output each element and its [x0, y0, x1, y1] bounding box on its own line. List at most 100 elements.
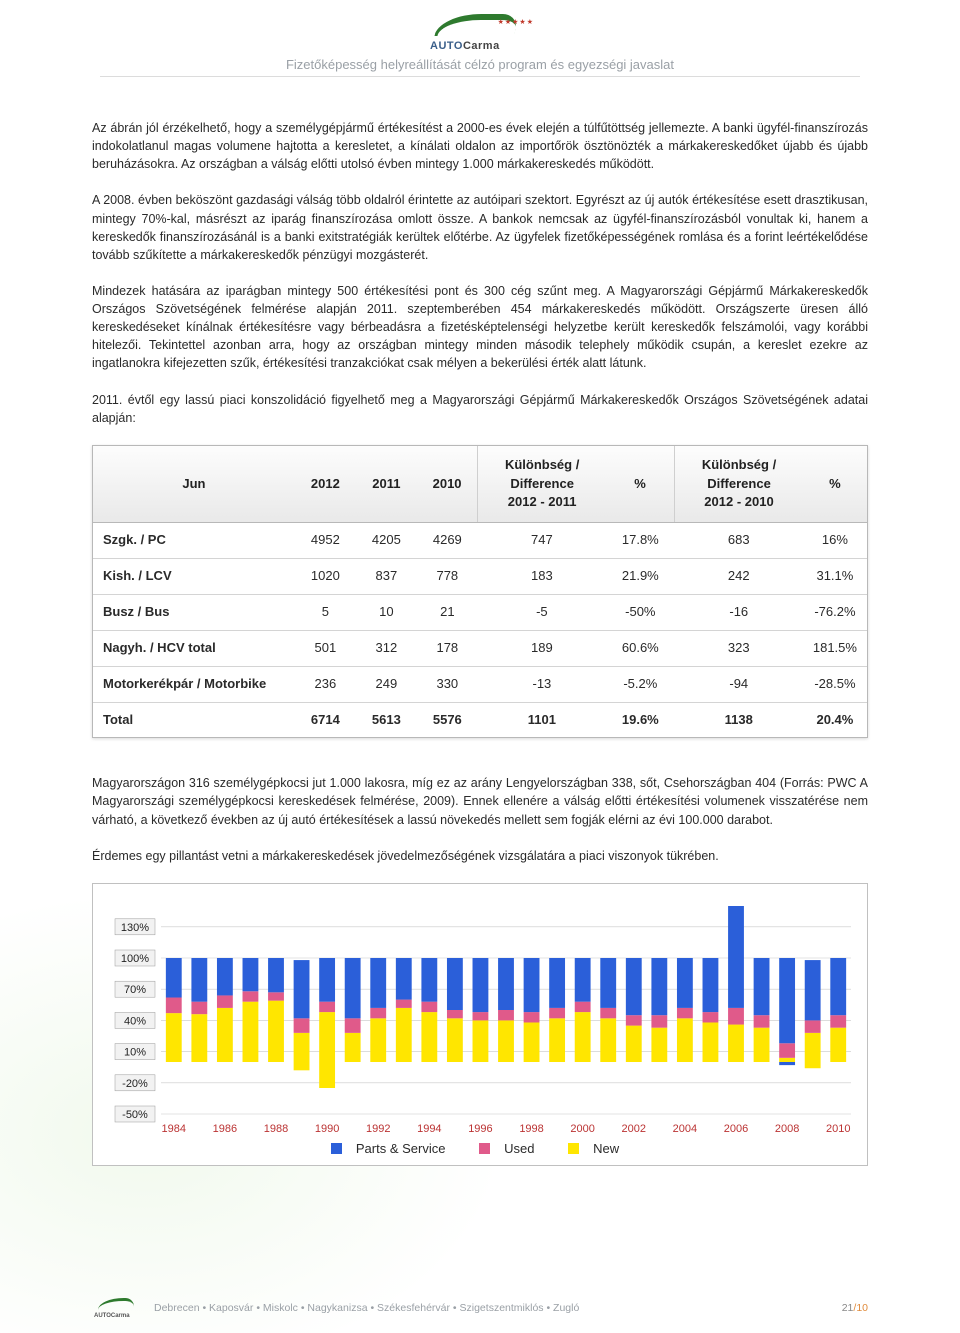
- table-header-cell: Jun: [93, 446, 295, 523]
- table-row: Total671456135576110119.6%113820.4%: [93, 702, 867, 737]
- svg-text:-20%: -20%: [122, 1078, 148, 1090]
- stacked-bar-svg: -50% -20% 10% 40% 70% 100% 130% 1984 1986 1988 199…: [101, 898, 861, 1138]
- table-cell: Szgk. / PC: [93, 523, 295, 559]
- table-cell: Nagyh. / HCV total: [93, 630, 295, 666]
- logo-stars-icon: ★★★★★: [498, 18, 534, 26]
- svg-text:2010: 2010: [826, 1123, 850, 1135]
- table-cell: 178: [417, 630, 478, 666]
- table-cell: -5.2%: [606, 666, 675, 702]
- table-cell: 5613: [356, 702, 417, 737]
- svg-text:100%: 100%: [121, 953, 149, 965]
- table-cell: 189: [478, 630, 606, 666]
- svg-text:1996: 1996: [468, 1123, 492, 1135]
- profitability-chart: -50% -20% 10% 40% 70% 100% 130% 1984 1986 1988 199…: [92, 883, 868, 1166]
- table-cell: 6714: [295, 702, 356, 737]
- table-cell: 4952: [295, 523, 356, 559]
- table-cell: -28.5%: [803, 666, 867, 702]
- svg-text:70%: 70%: [124, 984, 146, 996]
- difference-table: Jun201220112010Különbség / Difference201…: [92, 445, 868, 739]
- table-header-cell: %: [803, 446, 867, 523]
- table-cell: Total: [93, 702, 295, 737]
- chart-legend: Parts & Service Used New: [101, 1138, 859, 1159]
- main-content: Az ábrán jól érzékelhető, hogy a személy…: [92, 83, 868, 1166]
- logo: ★★★★★ AUTOCarma: [420, 12, 540, 52]
- table-cell: 249: [356, 666, 417, 702]
- table-cell: 31.1%: [803, 559, 867, 595]
- page-footer: AUTOCarma Debrecen • Kaposvár • Miskolc …: [92, 1297, 868, 1319]
- table-row: Szgk. / PC49524205426974717.8%68316%: [93, 523, 867, 559]
- table-cell: -50%: [606, 594, 675, 630]
- header-subtitle: Fizetőképesség helyreállítását célzó pro…: [100, 57, 860, 77]
- svg-text:1994: 1994: [417, 1123, 441, 1135]
- paragraph-4: 2011. évtől egy lassú piaci konszolidáci…: [92, 391, 868, 427]
- paragraph-3: Mindezek hatására az iparágban mintegy 5…: [92, 282, 868, 373]
- table-cell: -5: [478, 594, 606, 630]
- table-header-cell: 2011: [356, 446, 417, 523]
- table-header-cell: Különbség / Difference2012 - 2011: [478, 446, 606, 523]
- table-cell: 17.8%: [606, 523, 675, 559]
- table-cell: 4269: [417, 523, 478, 559]
- table-cell: 21.9%: [606, 559, 675, 595]
- paragraph-6: Érdemes egy pillantást vetni a márkakere…: [92, 847, 868, 865]
- logo-text-auto: AUTO: [430, 40, 463, 52]
- svg-text:40%: 40%: [124, 1015, 146, 1027]
- svg-text:2004: 2004: [673, 1123, 697, 1135]
- legend-new: New: [593, 1141, 619, 1156]
- table-cell: Busz / Bus: [93, 594, 295, 630]
- paragraph-1: Az ábrán jól érzékelhető, hogy a személy…: [92, 119, 868, 173]
- table-cell: 837: [356, 559, 417, 595]
- table-cell: 1101: [478, 702, 606, 737]
- table-cell: 60.6%: [606, 630, 675, 666]
- table-cell: 4205: [356, 523, 417, 559]
- table-cell: 778: [417, 559, 478, 595]
- table-cell: 181.5%: [803, 630, 867, 666]
- table-cell: 1138: [675, 702, 803, 737]
- svg-text:2006: 2006: [724, 1123, 748, 1135]
- table-cell: Motorkerékpár / Motorbike: [93, 666, 295, 702]
- svg-text:1986: 1986: [213, 1123, 237, 1135]
- table-cell: 20.4%: [803, 702, 867, 737]
- table-cell: 747: [478, 523, 606, 559]
- table-cell: 16%: [803, 523, 867, 559]
- table-header-cell: 2012: [295, 446, 356, 523]
- legend-used: Used: [504, 1141, 534, 1156]
- table-cell: -13: [478, 666, 606, 702]
- table-cell: 1020: [295, 559, 356, 595]
- table-cell: -16: [675, 594, 803, 630]
- svg-text:2002: 2002: [622, 1123, 646, 1135]
- table-row: Nagyh. / HCV total50131217818960.6%32318…: [93, 630, 867, 666]
- table-cell: 10: [356, 594, 417, 630]
- table-cell: 683: [675, 523, 803, 559]
- footer-cities: Debrecen • Kaposvár • Miskolc • Nagykani…: [154, 1302, 842, 1314]
- svg-text:1984: 1984: [162, 1123, 186, 1135]
- table-cell: 330: [417, 666, 478, 702]
- table-header-cell: 2010: [417, 446, 478, 523]
- paragraph-5: Magyarországon 316 személygépkocsi jut 1…: [92, 774, 868, 828]
- svg-text:1990: 1990: [315, 1123, 339, 1135]
- table-cell: 183: [478, 559, 606, 595]
- table-cell: 312: [356, 630, 417, 666]
- table-cell: 19.6%: [606, 702, 675, 737]
- footer-logo: AUTOCarma: [92, 1297, 142, 1319]
- table-header-cell: Különbség / Difference2012 - 2010: [675, 446, 803, 523]
- svg-text:130%: 130%: [121, 922, 149, 934]
- table-cell: 21: [417, 594, 478, 630]
- svg-text:1998: 1998: [519, 1123, 543, 1135]
- svg-text:10%: 10%: [124, 1046, 146, 1058]
- svg-text:2008: 2008: [775, 1123, 799, 1135]
- svg-text:1988: 1988: [264, 1123, 288, 1135]
- page-header: ★★★★★ AUTOCarma Fizetőképesség helyreáll…: [0, 0, 960, 83]
- svg-text:1992: 1992: [366, 1123, 390, 1135]
- table-cell: 323: [675, 630, 803, 666]
- logo-text-carma: Carma: [463, 40, 500, 52]
- table-cell: 5: [295, 594, 356, 630]
- table-row: Motorkerékpár / Motorbike236249330-13-5.…: [93, 666, 867, 702]
- table-row: Busz / Bus51021-5-50%-16-76.2%: [93, 594, 867, 630]
- table-cell: Kish. / LCV: [93, 559, 295, 595]
- paragraph-2: A 2008. évben beköszönt gazdasági válság…: [92, 191, 868, 264]
- table-cell: 236: [295, 666, 356, 702]
- legend-parts: Parts & Service: [356, 1141, 446, 1156]
- table-cell: -76.2%: [803, 594, 867, 630]
- table-cell: 501: [295, 630, 356, 666]
- svg-text:-50%: -50%: [122, 1109, 148, 1121]
